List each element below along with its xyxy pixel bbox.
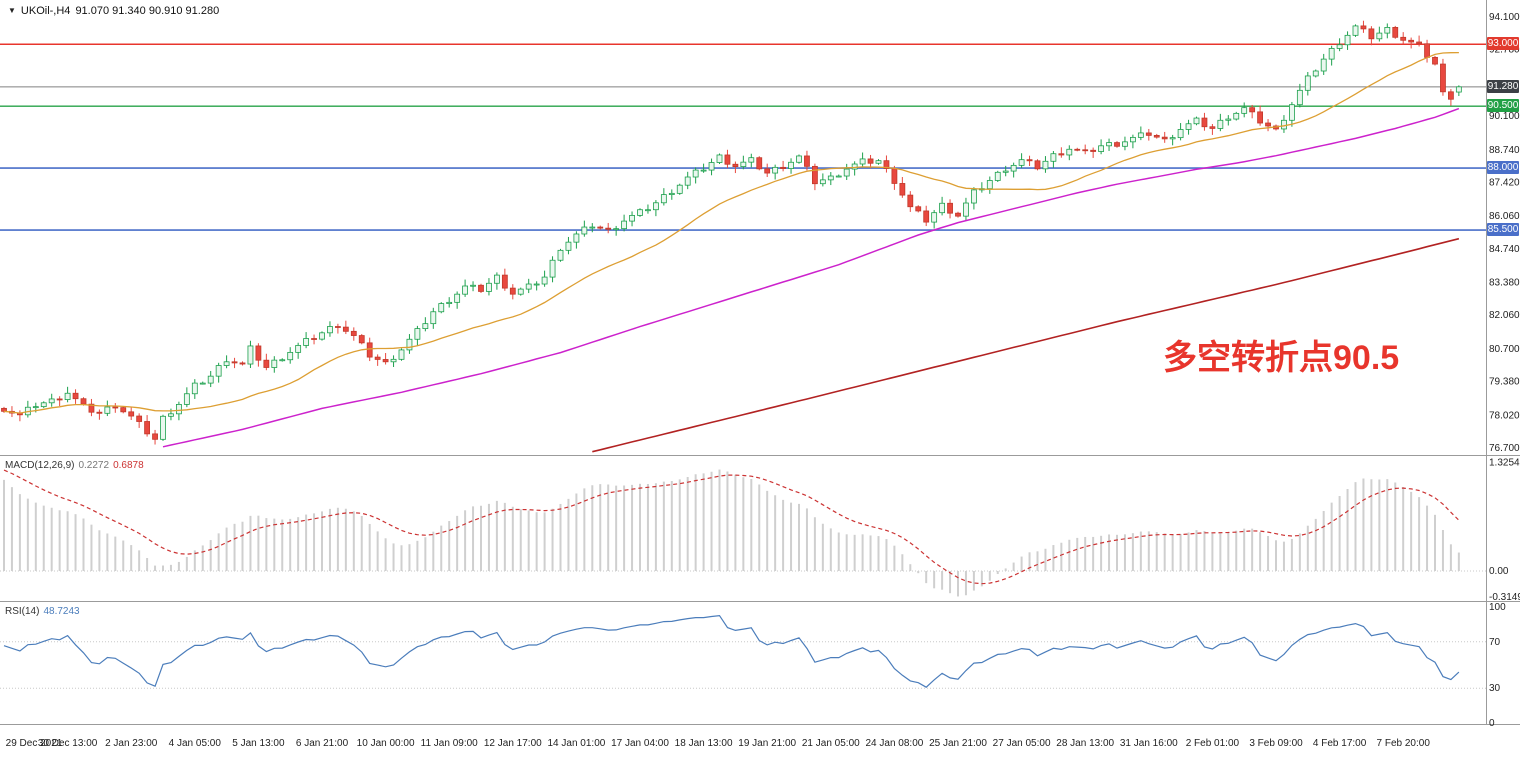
svg-text:76.700: 76.700 — [1489, 443, 1520, 454]
svg-text:78.020: 78.020 — [1489, 410, 1520, 421]
svg-text:24 Jan 08:00: 24 Jan 08:00 — [865, 738, 923, 749]
svg-text:83.380: 83.380 — [1489, 278, 1520, 289]
svg-text:88.740: 88.740 — [1489, 145, 1520, 156]
svg-text:4 Feb 17:00: 4 Feb 17:00 — [1313, 738, 1367, 749]
rsi-value: 48.7243 — [43, 606, 80, 617]
price-tag: 90.500 — [1487, 99, 1519, 113]
svg-text:11 Jan 09:00: 11 Jan 09:00 — [421, 738, 479, 749]
svg-text:21 Jan 05:00: 21 Jan 05:00 — [802, 738, 860, 749]
svg-text:84.740: 84.740 — [1489, 244, 1520, 255]
svg-text:5 Jan 13:00: 5 Jan 13:00 — [232, 738, 285, 749]
macd-value-signal: 0.6878 — [113, 460, 144, 471]
svg-text:28 Jan 13:00: 28 Jan 13:00 — [1056, 738, 1114, 749]
symbol-timeframe-label: UKOil-,H4 — [20, 5, 71, 17]
svg-text:87.420: 87.420 — [1489, 177, 1520, 188]
svg-text:3 Feb 09:00: 3 Feb 09:00 — [1249, 738, 1303, 749]
ma-fast-line — [3, 51, 1459, 414]
ma-mid-line — [162, 107, 1460, 448]
macd-value-main: 0.2272 — [78, 460, 110, 471]
chart-text-annotation: 多空转折点90.5 — [1163, 339, 1400, 377]
axis-labels: 94.100 92.780 90.100 88.740 87.420 86.060 84.7… — [1489, 12, 1520, 729]
svg-text:25 Jan 21:00: 25 Jan 21:00 — [929, 738, 987, 749]
macd-indicator-label: MACD(12,26,9) 0.2272 0.6878 — [5, 460, 144, 471]
svg-text:86.060: 86.060 — [1489, 211, 1520, 222]
svg-text:12 Jan 17:00: 12 Jan 17:00 — [484, 738, 542, 749]
svg-text:18 Jan 13:00: 18 Jan 13:00 — [675, 738, 733, 749]
svg-text:-0.3149: -0.3149 — [1489, 592, 1520, 603]
price-tag: 91.280 — [1487, 79, 1519, 93]
svg-text:0.00: 0.00 — [1489, 566, 1509, 577]
svg-text:4 Jan 05:00: 4 Jan 05:00 — [169, 738, 222, 749]
svg-text:27 Jan 05:00: 27 Jan 05:00 — [993, 738, 1051, 749]
svg-text:7 Feb 20:00: 7 Feb 20:00 — [1377, 738, 1431, 749]
price-tag: 93.000 — [1487, 37, 1519, 51]
symbol-dropdown-icon[interactable]: ▼ — [8, 6, 16, 15]
svg-text:80.700: 80.700 — [1489, 344, 1520, 355]
ohlc-values-label: 91.070 91.340 90.910 91.280 — [75, 5, 220, 17]
svg-text:90.100: 90.100 — [1489, 111, 1520, 122]
panel-frame — [0, 0, 1520, 725]
svg-text:10 Jan 00:00: 10 Jan 00:00 — [357, 738, 415, 749]
candles[interactable] — [1, 20, 1462, 445]
rsi-panel — [0, 614, 1486, 689]
svg-text:30: 30 — [1489, 683, 1501, 694]
svg-text:31 Jan 16:00: 31 Jan 16:00 — [1120, 738, 1178, 749]
svg-text:30 Dec 13:00: 30 Dec 13:00 — [38, 738, 98, 749]
svg-text:14 Jan 01:00: 14 Jan 01:00 — [547, 738, 605, 749]
ma-slow-line — [592, 237, 1460, 453]
rsi-line — [3, 614, 1460, 688]
svg-text:2 Feb 01:00: 2 Feb 01:00 — [1186, 738, 1240, 749]
price-tag: 88.000 — [1487, 161, 1519, 175]
moving-averages — [3, 51, 1460, 453]
svg-text:17 Jan 04:00: 17 Jan 04:00 — [611, 738, 669, 749]
price-level-lines — [0, 43, 1486, 231]
macd-panel — [0, 469, 1486, 597]
svg-text:0: 0 — [1489, 718, 1495, 729]
symbol-title-bar: ▼ UKOil-,H4 91.070 91.340 90.910 91.280 — [8, 5, 219, 17]
svg-text:79.380: 79.380 — [1489, 377, 1520, 388]
svg-text:19 Jan 21:00: 19 Jan 21:00 — [738, 738, 796, 749]
svg-text:94.100: 94.100 — [1489, 12, 1520, 23]
svg-text:2 Jan 23:00: 2 Jan 23:00 — [105, 738, 158, 749]
price-tag: 85.500 — [1487, 223, 1519, 237]
macd-signal-line — [3, 469, 1460, 585]
macd-name: MACD(12,26,9) — [5, 460, 75, 471]
svg-text:29 Dec 2021: 29 Dec 2021 — [6, 738, 63, 749]
svg-text:70: 70 — [1489, 637, 1501, 648]
svg-text:1.3254: 1.3254 — [1489, 457, 1520, 468]
svg-text:100: 100 — [1489, 602, 1506, 613]
svg-text:6 Jan 21:00: 6 Jan 21:00 — [296, 738, 349, 749]
svg-text:82.060: 82.060 — [1489, 310, 1520, 321]
rsi-indicator-label: RSI(14) 48.7243 — [5, 606, 80, 617]
svg-text:92.780: 92.780 — [1489, 45, 1520, 56]
rsi-name: RSI(14) — [5, 606, 40, 617]
